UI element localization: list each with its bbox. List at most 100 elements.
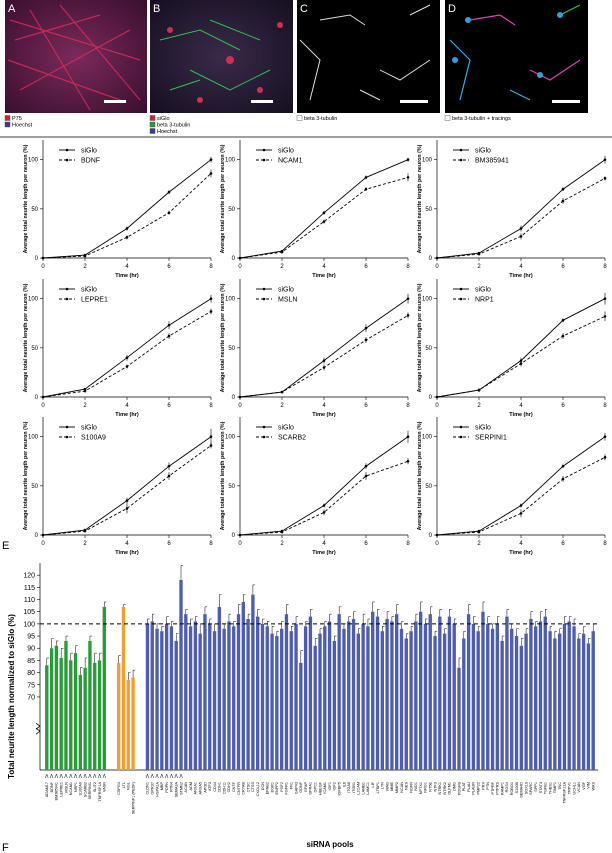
series-line [42, 298, 212, 398]
bar [356, 633, 361, 770]
data-point [209, 297, 213, 300]
x-tick-label: 4 [322, 264, 326, 270]
bar [260, 623, 265, 770]
x-tick-label: 8 [406, 403, 410, 409]
data-point [41, 533, 45, 537]
bar-flag: Λ [155, 774, 159, 780]
legend-label: P75 [12, 116, 22, 122]
bar [529, 619, 533, 770]
y-tick-label: 50 [228, 207, 235, 213]
y-tick-label: 105 [23, 609, 35, 616]
scale-bar [104, 100, 126, 103]
bar [395, 614, 399, 770]
bar [126, 679, 130, 770]
x-tick-label: CXCL12 [256, 782, 260, 796]
legend-label: siGlo [278, 148, 294, 155]
bar [256, 616, 260, 770]
x-tick-label: TGFB1 [544, 782, 548, 794]
y-tick-label: 100 [28, 297, 39, 303]
data-point [561, 319, 565, 322]
x-tick-label: LEPRE1 [59, 782, 63, 797]
bar-flag: Λ [45, 774, 49, 780]
x-tick-label: ADM [189, 782, 193, 790]
bar-flag: Λ [83, 774, 87, 780]
legend-label: S100A9 [81, 435, 106, 442]
x-tick-label: GPC1 [314, 782, 318, 792]
y-tick-label: 0 [35, 395, 39, 401]
legend-label: NRP1 [475, 297, 494, 304]
x-tick-label: TNFRSF1A [98, 782, 102, 802]
x-tick-label: NGL [127, 782, 131, 790]
bar [49, 648, 54, 770]
legend-label: beta 3-tubulin [304, 116, 337, 122]
x-axis-label: Time (hr) [115, 550, 139, 556]
bar [562, 623, 567, 770]
x-tick-label: SEMA4D [520, 782, 524, 798]
x-tick-label: THBS1 [548, 782, 552, 794]
series-line [239, 298, 409, 398]
legend-marker [262, 425, 266, 429]
bar [174, 640, 178, 770]
x-tick-label: 0 [238, 403, 242, 409]
bar [97, 660, 102, 770]
y-axis-label: Average total neurite length per neuron … [220, 144, 226, 253]
y-tick-label: 50 [31, 484, 38, 490]
axis-break [35, 722, 41, 735]
bar [203, 614, 207, 770]
data-point [519, 504, 523, 507]
x-tick-label: TRPV1 [568, 782, 572, 794]
x-tick-label: RGS4 [505, 782, 509, 792]
y-tick-label: 100 [422, 297, 433, 303]
y-tick-label: 50 [425, 346, 432, 352]
x-tick-label: NPTX1 [419, 782, 423, 794]
series-line [239, 460, 409, 536]
bar [303, 626, 308, 770]
x-axis-label: siRNA pools [306, 840, 354, 849]
bar [371, 611, 375, 770]
data-point [364, 326, 368, 330]
data-point [364, 338, 368, 342]
image-b [150, 0, 293, 113]
x-tick-label: FN1 [290, 782, 294, 789]
data-point [364, 187, 368, 191]
data-point [167, 190, 171, 194]
data-point [477, 388, 481, 392]
bar [299, 662, 303, 770]
x-tick-label: ROBO1 [510, 782, 514, 795]
series-line [42, 173, 212, 259]
x-tick-label: APOD [203, 782, 207, 793]
legend-label: siGlo [81, 425, 97, 432]
x-tick-label: ACAN [184, 782, 188, 793]
y-tick-label: 100 [28, 158, 39, 164]
data-point [322, 220, 326, 223]
x-tick-label: 8 [209, 264, 213, 270]
legend-label: SERPINI1 [475, 435, 507, 442]
x-tick-label: TNFRSF12A [563, 782, 567, 804]
series-line [436, 159, 606, 259]
x-tick-label: ENPP2 [275, 782, 279, 794]
x-tick-label: PLAU [467, 782, 471, 792]
data-point [280, 390, 284, 394]
legend-marker [65, 158, 69, 162]
legend-swatch [149, 121, 156, 128]
x-tick-label: LTBP1 [376, 782, 380, 793]
x-axis-label: Time (hr) [312, 550, 336, 556]
legend-label: siGlo [81, 287, 97, 294]
bar [486, 623, 490, 770]
x-tick-label: 2 [477, 541, 481, 547]
series-line [436, 177, 606, 259]
bar [418, 611, 423, 770]
series-line [436, 436, 606, 536]
legend-marker [262, 297, 266, 301]
data-point [519, 235, 523, 238]
x-tick-label: 6 [561, 264, 565, 270]
y-tick-label: 75 [27, 682, 35, 689]
data-point [238, 533, 242, 537]
y-axis-label: Average total neurite length per neuron … [220, 421, 226, 530]
x-tick-label: UCHL1 [572, 782, 576, 794]
x-tick-label: STAT3 [539, 782, 543, 793]
x-tick-label: 0 [435, 403, 439, 409]
bar [476, 631, 480, 770]
x-tick-label: NCAN [400, 782, 404, 793]
legend-label: Hoechst [12, 123, 33, 129]
